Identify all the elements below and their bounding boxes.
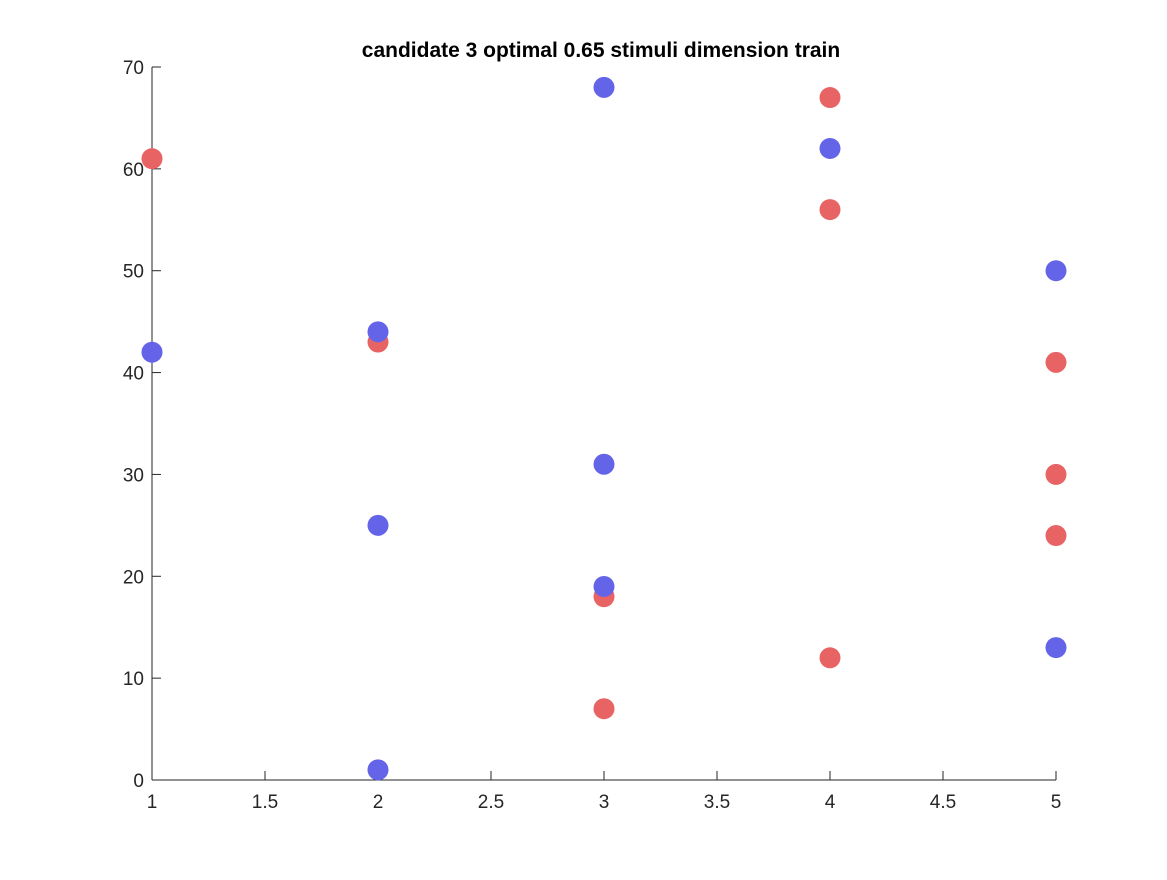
x-tick-label: 2.5 [478,792,504,813]
x-tick-label: 4 [825,792,836,813]
data-point [1045,463,1067,485]
x-tick-label: 3.5 [704,792,730,813]
data-point [819,87,841,109]
y-tick-label: 70 [123,58,144,79]
data-point [593,76,615,98]
data-point [367,321,389,343]
x-tick-label: 4.5 [930,792,956,813]
y-tick-label: 50 [123,262,144,283]
data-point [141,148,163,170]
x-tick-label: 1.5 [252,792,278,813]
data-point [141,341,163,363]
data-point [593,698,615,720]
y-tick-label: 0 [133,771,144,792]
data-point [819,647,841,669]
y-tick-label: 30 [123,465,144,486]
data-point [1045,525,1067,547]
data-point [593,453,615,475]
data-point [367,514,389,536]
data-point [367,759,389,781]
data-point [819,137,841,159]
data-point [819,199,841,221]
data-point [1045,351,1067,373]
x-tick-label: 2 [373,792,384,813]
y-tick-label: 40 [123,364,144,385]
x-tick-label: 1 [147,792,158,813]
y-tick-label: 20 [123,567,144,588]
x-tick-label: 3 [599,792,610,813]
data-point [1045,260,1067,282]
y-tick-label: 10 [123,669,144,690]
data-point [1045,637,1067,659]
x-tick-label: 5 [1051,792,1062,813]
y-tick-label: 60 [123,160,144,181]
data-points [141,76,1067,781]
chart-title: candidate 3 optimal 0.65 stimuli dimensi… [362,39,840,62]
data-point [593,575,615,597]
